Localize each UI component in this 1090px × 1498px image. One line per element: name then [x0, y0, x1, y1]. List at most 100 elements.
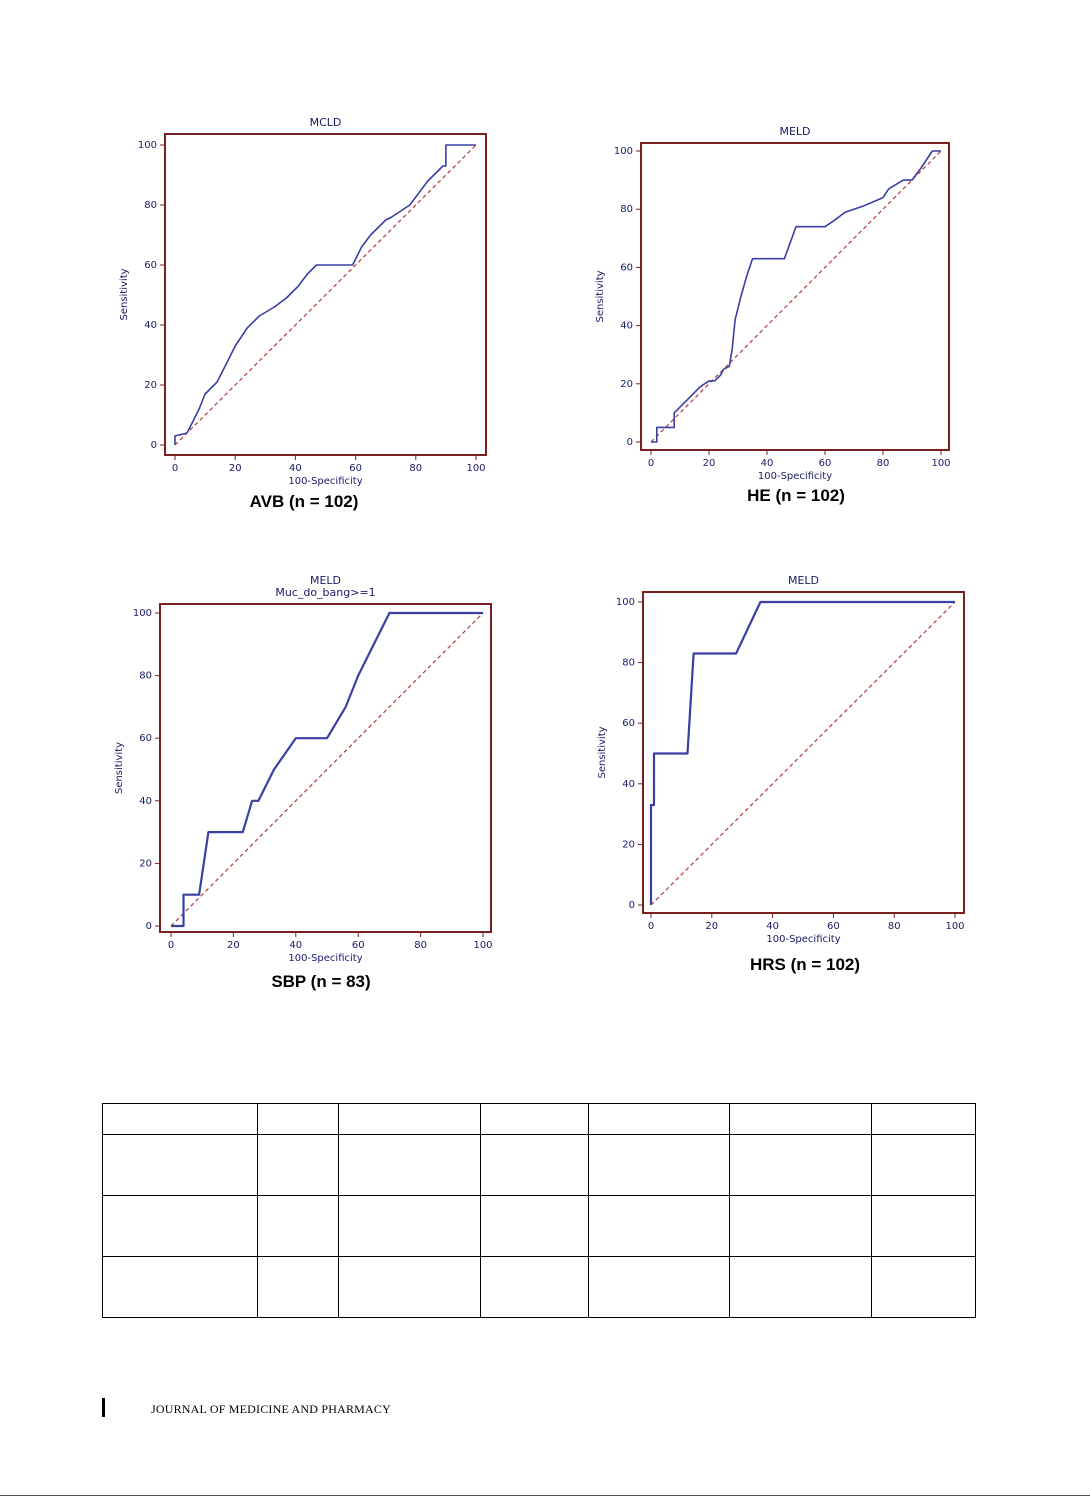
- table-cell: [729, 1195, 872, 1257]
- x-tick-label: 40: [761, 458, 774, 469]
- data-table: [102, 1103, 976, 1318]
- y-tick-label: 40: [139, 796, 152, 807]
- table-cell: [871, 1195, 976, 1257]
- x-tick-label: 40: [289, 940, 302, 951]
- x-tick-label: 40: [289, 463, 302, 474]
- x-tick-label: 0: [172, 463, 178, 474]
- chart-svg: 0 0 20 20 40 40 60 60 80 80 100 100 MELD 100-Specific…: [597, 574, 965, 945]
- table-cell: [257, 1134, 339, 1196]
- y-tick-label: 40: [144, 320, 157, 331]
- page-bottom-rule: [0, 1495, 1090, 1496]
- table-row: [102, 1256, 976, 1318]
- table-cell: [338, 1256, 481, 1318]
- chart-subtitle: Muc_do_bang>=1: [275, 586, 375, 599]
- x-tick-label: 60: [349, 463, 362, 474]
- y-tick-label: 60: [620, 262, 633, 273]
- roc-chart-sbp: 0 0 20 20 40 40 60 60 80 80 100 100 MELD Muc_do_bang>…: [0, 0, 545, 1000]
- x-tick-label: 20: [705, 921, 718, 932]
- chart-svg: 0 0 20 20 40 40 60 60 80 80 100 100 MELD 100-Specific…: [595, 125, 951, 482]
- table-cell: [729, 1134, 872, 1196]
- x-tick-label: 100: [945, 921, 964, 932]
- plot-frame: [642, 591, 965, 914]
- y-tick-label: 0: [627, 437, 633, 448]
- x-tick-label: 60: [819, 458, 832, 469]
- y-tick-label: 80: [622, 658, 635, 669]
- x-tick-label: 100: [931, 458, 950, 469]
- chart-caption-sbp: SBP (n = 83): [271, 972, 371, 991]
- y-tick-label: 20: [139, 858, 152, 869]
- x-tick-label: 80: [877, 458, 890, 469]
- chart-svg: 0 0 20 20 40 40 60 60 80 80 100 100 MELDMuc_do_bang>…: [114, 574, 493, 964]
- table-cell: [588, 1134, 730, 1196]
- x-axis-label: 100-Specificity: [758, 471, 832, 482]
- y-tick-label: 80: [620, 204, 633, 215]
- table-cell: [480, 1134, 589, 1196]
- x-tick-label: 20: [703, 458, 716, 469]
- x-axis-label: 100-Specificity: [288, 953, 362, 964]
- x-axis-label: 100-Specificity: [766, 934, 840, 945]
- y-axis-label: Sensitivity: [114, 742, 125, 794]
- y-tick-label: 100: [133, 608, 152, 619]
- y-tick-label: 20: [622, 839, 635, 850]
- x-tick-label: 0: [168, 940, 174, 951]
- table-row: [102, 1134, 976, 1196]
- table-cell: [871, 1103, 976, 1135]
- roc-curve-line: [649, 600, 955, 905]
- reference-diagonal-line: [170, 612, 484, 927]
- x-tick-label: 80: [409, 463, 422, 474]
- x-tick-label: 40: [766, 921, 779, 932]
- journal-name: JOURNAL OF MEDICINE AND PHARMACY: [151, 1402, 391, 1416]
- x-tick-label: 20: [229, 463, 242, 474]
- y-tick-label: 100: [138, 140, 157, 151]
- chart-caption-hrs: HRS (n = 102): [749, 955, 861, 974]
- table-cell: [729, 1256, 872, 1318]
- table-cell: [338, 1195, 481, 1257]
- x-tick-label: 100: [473, 940, 492, 951]
- table-row: [102, 1103, 976, 1135]
- y-tick-label: 60: [139, 733, 152, 744]
- y-tick-label: 100: [616, 597, 635, 608]
- y-tick-label: 20: [144, 380, 157, 391]
- table-cell: [102, 1256, 258, 1318]
- y-tick-label: 60: [144, 260, 157, 271]
- table-cell: [871, 1256, 976, 1318]
- table-cell: [588, 1256, 730, 1318]
- chart-caption-he: HE (n = 102): [747, 486, 845, 505]
- roc-chart-avb: 0 0 20 20 40 40 60 60 80 80 100 100 MCLD 100-Specific…: [0, 0, 545, 540]
- chart-title: MCLD: [310, 116, 342, 129]
- table-cell: [257, 1256, 339, 1318]
- table-cell: [588, 1103, 730, 1135]
- table-cell: [102, 1103, 258, 1135]
- reference-diagonal-line: [650, 601, 956, 906]
- table-cell: [480, 1195, 589, 1257]
- x-tick-label: 60: [352, 940, 365, 951]
- y-tick-label: 60: [622, 718, 635, 729]
- table-cell: [871, 1134, 976, 1196]
- y-tick-label: 0: [629, 900, 635, 911]
- table-cell: [102, 1134, 258, 1196]
- plot-frame: [164, 133, 487, 456]
- y-tick-label: 20: [620, 379, 633, 390]
- y-axis-label: Sensitivity: [597, 726, 608, 778]
- y-tick-label: 80: [139, 671, 152, 682]
- plot-frame: [159, 603, 492, 933]
- table-cell: [257, 1195, 339, 1257]
- y-tick-label: 0: [146, 921, 152, 932]
- table-cell: [729, 1103, 872, 1135]
- x-tick-label: 0: [648, 921, 654, 932]
- y-axis-label: Sensitivity: [595, 270, 606, 322]
- roc-chart-hrs: 0 0 20 20 40 40 60 60 80 80 100 100 MELD 100-Specific…: [597, 574, 965, 945]
- y-tick-label: 0: [151, 440, 157, 451]
- x-tick-label: 0: [648, 458, 654, 469]
- x-axis-label: 100-Specificity: [288, 476, 362, 487]
- x-tick-label: 80: [888, 921, 901, 932]
- roc-curve-line: [171, 611, 483, 928]
- y-tick-label: 100: [614, 146, 633, 157]
- table-cell: [588, 1195, 730, 1257]
- footer-rule: [102, 1398, 105, 1417]
- chart-caption-avb: AVB (n = 102): [249, 492, 359, 511]
- table-cell: [102, 1195, 258, 1257]
- y-tick-label: 80: [144, 200, 157, 211]
- y-axis-label: Sensitivity: [119, 268, 130, 320]
- roc-curve-line: [651, 150, 941, 443]
